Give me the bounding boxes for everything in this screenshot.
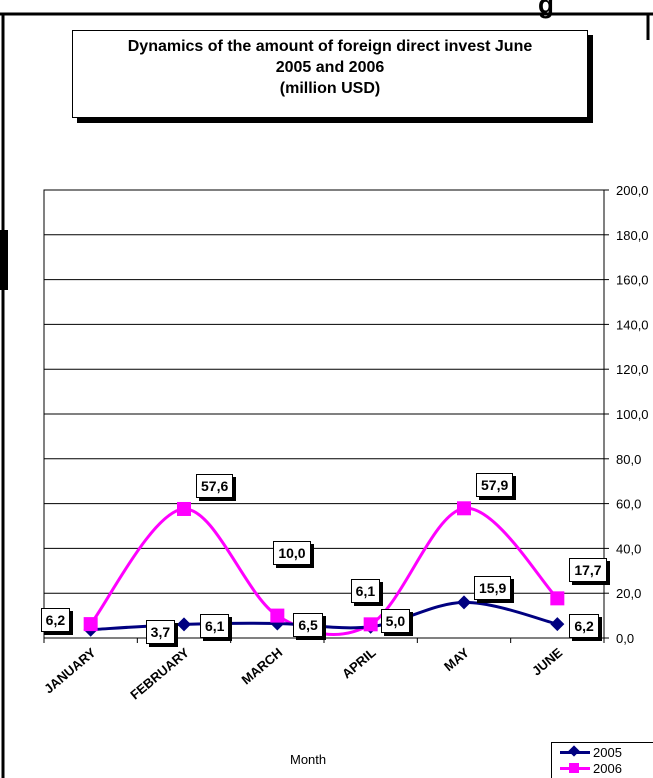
series-line-2006 <box>91 508 558 634</box>
x-tick-label: JANUARY <box>41 645 99 697</box>
y-tick-label: 40,0 <box>616 541 641 556</box>
window-title-fragment: g <box>538 0 554 19</box>
y-tick-label: 140,0 <box>616 317 649 332</box>
point-2006 <box>364 617 378 631</box>
data-label-2005: 15,9 <box>474 576 511 600</box>
x-tick-label: APRIL <box>339 645 379 682</box>
chart-title-line: Dynamics of the amount of foreign direct… <box>73 36 587 57</box>
point-2006 <box>270 609 284 623</box>
y-tick-label: 120,0 <box>616 362 649 377</box>
chart-title: Dynamics of the amount of foreign direct… <box>72 30 588 118</box>
y-tick-label: 80,0 <box>616 452 641 467</box>
y-axis-ticks: 0,0 20,0 40,0 60,0 80,0 100,0 120,0 140,0 160,0 1… <box>604 183 649 646</box>
legend-swatch-2006 <box>560 761 590 775</box>
legend-label-2006: 2006 <box>593 761 622 776</box>
chart-title-line: (million USD) <box>73 78 587 99</box>
data-label-2005: 6,1 <box>200 614 229 638</box>
point-2005 <box>177 617 191 631</box>
point-2006 <box>550 591 564 605</box>
x-tick-label: JUNE <box>529 645 565 679</box>
legend-item-2005: 2005 <box>560 745 622 759</box>
x-tick-label: MARCH <box>239 645 286 688</box>
point-2006 <box>457 501 471 515</box>
data-label-2005: 6,2 <box>569 614 598 638</box>
legend: 2005 2006 <box>551 742 653 778</box>
legend-item-2006: 2006 <box>560 761 622 775</box>
series-lines <box>91 508 558 634</box>
data-label-2005: 5,0 <box>381 609 410 633</box>
point-2005 <box>457 595 471 609</box>
y-tick-label: 0,0 <box>616 631 634 646</box>
x-tick-label: MAY <box>441 645 472 675</box>
point-2006 <box>84 617 98 631</box>
data-label-2006: 57,6 <box>196 474 233 498</box>
data-label-2006: 57,9 <box>476 473 513 497</box>
y-tick-label: 200,0 <box>616 183 649 198</box>
window-top-band <box>0 0 653 14</box>
grid-lines <box>44 190 604 638</box>
point-2006 <box>177 502 191 516</box>
chart-title-line: 2005 and 2006 <box>73 57 587 78</box>
data-label-2005: 6,5 <box>293 613 322 637</box>
y-tick-label: 180,0 <box>616 228 649 243</box>
data-label-2006: 10,0 <box>273 541 310 565</box>
x-tick-label: FEBRUARY <box>127 645 192 703</box>
legend-swatch-2005 <box>560 745 590 759</box>
y-tick-label: 60,0 <box>616 497 641 512</box>
point-2005 <box>550 617 564 631</box>
legend-label-2005: 2005 <box>593 745 622 760</box>
data-label-2006: 6,2 <box>41 608 70 632</box>
x-axis-ticks: JANUARY FEBRUARY MARCH APRIL MAY JUNE <box>41 638 604 702</box>
y-tick-label: 100,0 <box>616 407 649 422</box>
data-label-2006: 17,7 <box>569 558 606 582</box>
y-tick-label: 160,0 <box>616 273 649 288</box>
data-label-2005: 3,7 <box>146 620 175 644</box>
window-left-handle <box>0 230 8 290</box>
x-axis-label: Month <box>290 752 326 767</box>
data-label-2006: 6,1 <box>351 579 380 603</box>
y-tick-label: 20,0 <box>616 586 641 601</box>
